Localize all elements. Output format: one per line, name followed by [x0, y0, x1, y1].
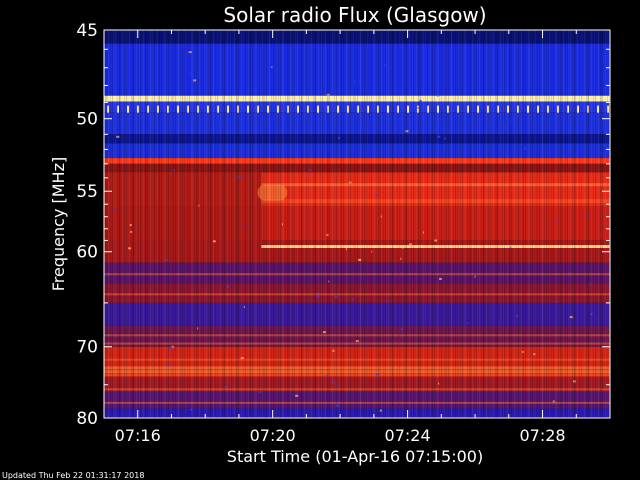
x-tick-label: 07:16 — [115, 426, 161, 445]
chart-title: Solar radio Flux (Glasgow) — [223, 3, 486, 27]
texture-streaks — [104, 30, 610, 418]
plot-area — [104, 30, 610, 418]
y-tick-label: 55 — [76, 182, 98, 202]
y-axis-label: Frequency [MHz] — [49, 157, 68, 291]
updated-timestamp: Updated Thu Feb 22 01:31:17 2018 — [2, 471, 144, 480]
axes: 45 50 55 60 70 80 07:16 07:20 07:24 07:28 — [76, 21, 611, 445]
x-tick-label: 07:20 — [250, 426, 296, 445]
x-tick-label: 07:24 — [385, 426, 431, 445]
x-axis-label: Start Time (01-Apr-16 07:15:00) — [227, 447, 483, 466]
plot-frame — [103, 29, 611, 419]
y-tick-label: 80 — [76, 409, 98, 429]
y-tick-label: 70 — [76, 338, 98, 358]
y-tick-label: 45 — [76, 21, 98, 41]
y-tick-label: 50 — [76, 110, 98, 130]
x-tick-label: 07:28 — [519, 426, 565, 445]
y-tick-label: 60 — [76, 243, 98, 263]
